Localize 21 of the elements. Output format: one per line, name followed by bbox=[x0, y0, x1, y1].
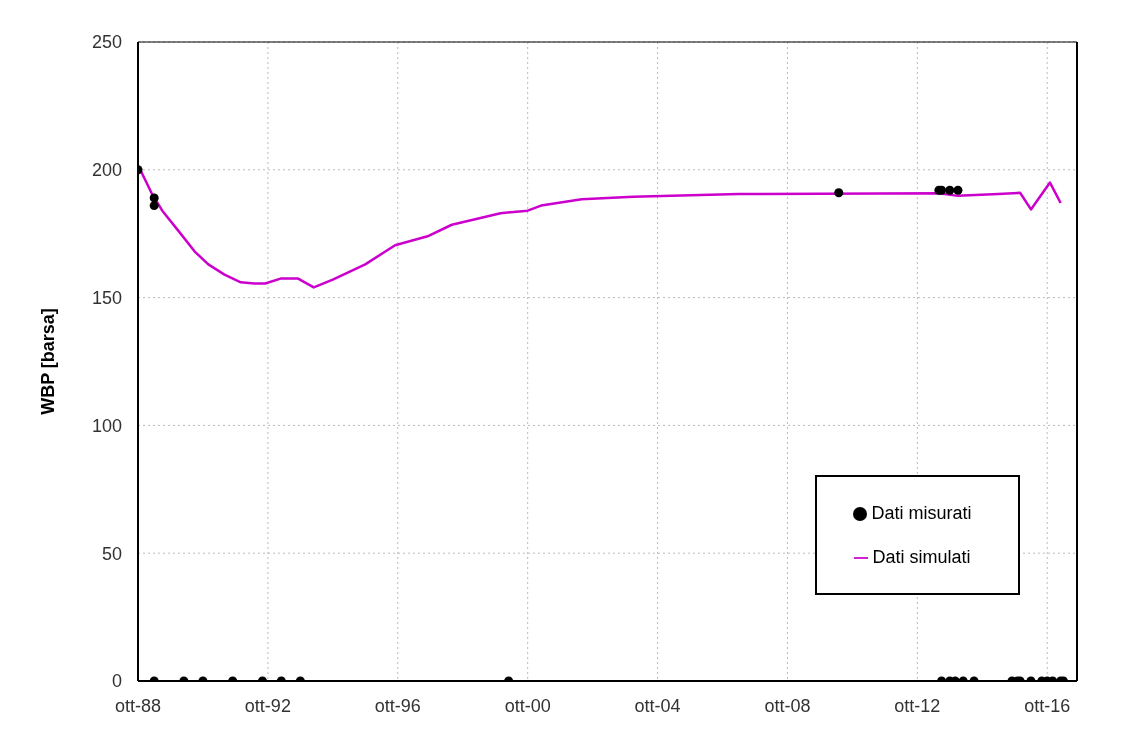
y-axis-title: WBP [barsa] bbox=[38, 308, 59, 415]
x-tick-label: ott-12 bbox=[894, 695, 941, 716]
y-tick-label: 50 bbox=[101, 543, 122, 564]
x-tick-label: ott-00 bbox=[504, 695, 551, 716]
x-tick-label: ott-96 bbox=[374, 695, 421, 716]
x-tick-label: ott-08 bbox=[764, 695, 811, 716]
point bbox=[953, 185, 963, 195]
legend-label: Dati simulati bbox=[872, 547, 971, 567]
y-tick-label: 200 bbox=[91, 160, 122, 181]
point bbox=[834, 188, 844, 198]
y-tick-label: 100 bbox=[91, 415, 122, 436]
x-tick-label: ott-04 bbox=[634, 695, 681, 716]
point bbox=[149, 201, 159, 211]
x-tick-label: ott-16 bbox=[1024, 695, 1071, 716]
x-tick-label: ott-88 bbox=[114, 695, 162, 716]
legend-label: Dati misurati bbox=[871, 503, 972, 523]
y-tick-label: 150 bbox=[91, 287, 122, 308]
y-tick-label: 250 bbox=[91, 32, 122, 53]
y-tick-label: 0 bbox=[111, 671, 122, 692]
point bbox=[945, 185, 955, 195]
x-tick-label: ott-92 bbox=[244, 695, 291, 716]
